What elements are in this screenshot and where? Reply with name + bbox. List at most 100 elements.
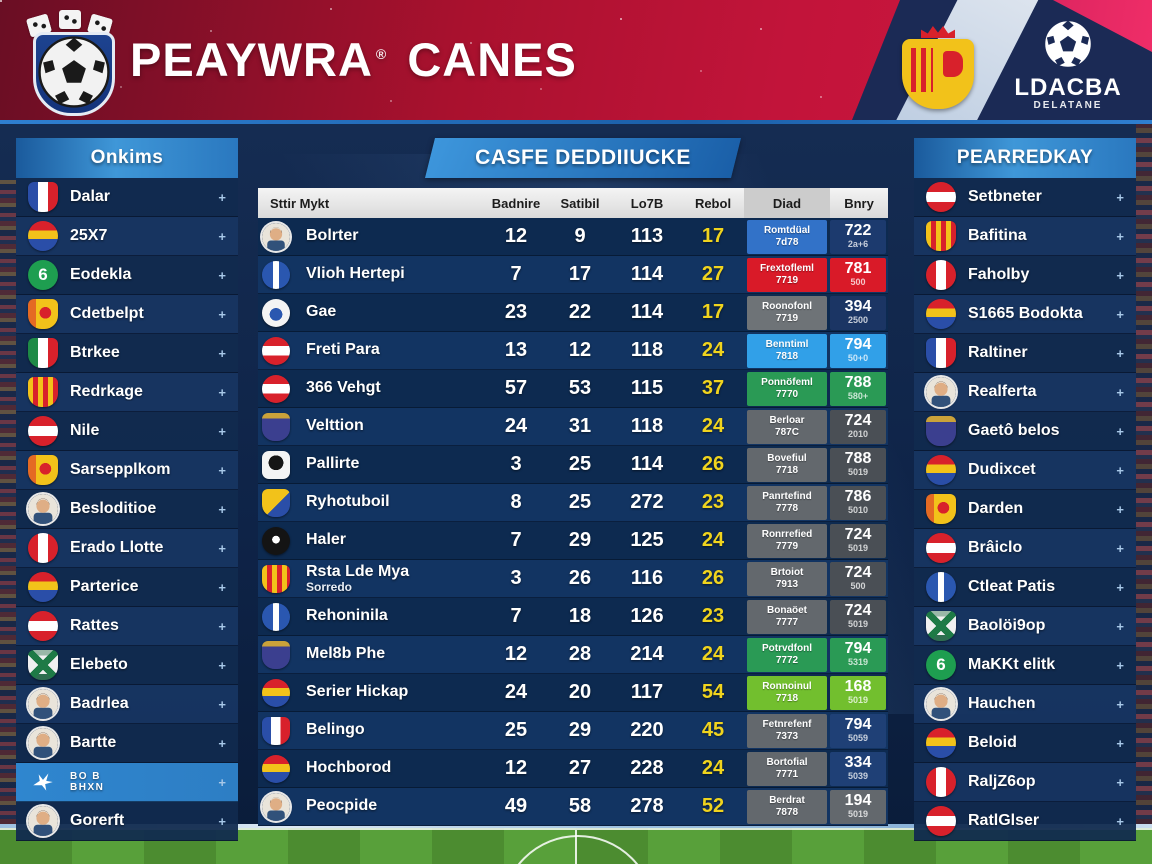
sidebar-item[interactable]: 25X7 +	[16, 217, 238, 256]
sidebar-item-label: 25X7	[70, 227, 108, 244]
sidebar-item[interactable]: BO B BHXN +	[16, 763, 238, 802]
sidebar-item[interactable]: Redrkage +	[16, 373, 238, 412]
expand-icon[interactable]: +	[218, 423, 226, 439]
avatar-icon	[28, 728, 58, 758]
table-row[interactable]: Freti Para 13 12 118 24 Benntiml 7818 794 50+0	[258, 332, 888, 370]
expand-icon[interactable]: +	[1116, 540, 1124, 556]
sidebar-item[interactable]: Nile +	[16, 412, 238, 451]
sidebar-item[interactable]: Brâiclo +	[914, 529, 1136, 568]
expand-icon[interactable]: +	[218, 618, 226, 634]
table-row[interactable]: Belingo 25 29 220 45 Fetnrefenf 7373 794 5059	[258, 712, 888, 750]
table-row[interactable]: Pallirte 3 25 114 26 Bovefiul 7718 788 5019	[258, 446, 888, 484]
status-badge: Bovefiul 7718	[747, 447, 827, 482]
expand-icon[interactable]: +	[218, 228, 226, 244]
circle-at-icon	[262, 336, 290, 365]
expand-icon[interactable]: +	[218, 774, 226, 790]
expand-icon[interactable]: +	[1116, 423, 1124, 439]
expand-icon[interactable]: +	[218, 579, 226, 595]
sidebar-item[interactable]: Ctleat Patis +	[914, 568, 1136, 607]
sidebar-item[interactable]: Elebeto +	[16, 646, 238, 685]
stat-value: 17	[701, 301, 725, 323]
sidebar-item[interactable]: Erado Llotte +	[16, 529, 238, 568]
table-row[interactable]: Haler 7 29 125 24 Ronrrefied 7779 724 5019	[258, 522, 888, 560]
table-row[interactable]: Rsta Lde Mya Sorredo 3 26 116 26 Brtoiot 7913 72…	[258, 560, 888, 598]
status-badge: Frextofleml 7719	[747, 257, 827, 292]
sidebar-item[interactable]: Parterice +	[16, 568, 238, 607]
table-row[interactable]: Mel8b Phe 12 28 214 24 Potrvdfonl 7772 794 5319	[258, 636, 888, 674]
expand-icon[interactable]: +	[218, 501, 226, 517]
column-header: Badnire	[491, 195, 541, 211]
expand-icon[interactable]: +	[1116, 345, 1124, 361]
sidebar-item[interactable]: Besloditioe +	[16, 490, 238, 529]
expand-icon[interactable]: +	[218, 813, 226, 829]
sidebar-item[interactable]: Sarsepplkom +	[16, 451, 238, 490]
expand-icon[interactable]: +	[1116, 189, 1124, 205]
circle-at-icon	[262, 374, 290, 403]
sidebar-item[interactable]: RatlGlser +	[914, 802, 1136, 841]
expand-icon[interactable]: +	[218, 696, 226, 712]
sidebar-item[interactable]: Realferta +	[914, 373, 1136, 412]
table-row[interactable]: Hochborod 12 27 228 24 Bortofial 7771 334 5039	[258, 750, 888, 788]
sidebar-item[interactable]: Setbneter +	[914, 178, 1136, 217]
table-row[interactable]: Serier Hickap 24 20 117 54 Ronnoinul 7718 168 50…	[258, 674, 888, 712]
table-row[interactable]: 366 Vehgt 57 53 115 37 Ponnöfeml 7770 788 580+	[258, 370, 888, 408]
expand-icon[interactable]: +	[218, 189, 226, 205]
sidebar-item[interactable]: 6 Eodekla +	[16, 256, 238, 295]
sidebar-item-label: Gaetô belos	[968, 422, 1060, 439]
federation-crest-body	[902, 39, 974, 109]
stat-value: 24	[701, 757, 725, 779]
table-row[interactable]: Rehoninila 7 18 126 23 Bonaöet 7777 724 5019	[258, 598, 888, 636]
expand-icon[interactable]: +	[1116, 501, 1124, 517]
expand-icon[interactable]: +	[1116, 696, 1124, 712]
sidebar-item[interactable]: Rattes +	[16, 607, 238, 646]
sidebar-item[interactable]: Gaetô belos +	[914, 412, 1136, 451]
table-row[interactable]: Bolrter 12 9 113 17 Romtdüal 7d78 722 2a+6	[258, 218, 888, 256]
sidebar-item[interactable]: Darden +	[914, 490, 1136, 529]
expand-icon[interactable]: +	[218, 306, 226, 322]
expand-icon[interactable]: +	[218, 384, 226, 400]
sidebar-item[interactable]: Baolöi9op +	[914, 607, 1136, 646]
expand-icon[interactable]: +	[1116, 813, 1124, 829]
expand-icon[interactable]: +	[1116, 735, 1124, 751]
sidebar-item[interactable]: RaljZ6op +	[914, 763, 1136, 802]
expand-icon[interactable]: +	[218, 540, 226, 556]
sidebar-item[interactable]: Bafitina +	[914, 217, 1136, 256]
sidebar-item[interactable]: S1665 Bodokta +	[914, 295, 1136, 334]
sidebar-item[interactable]: Btrkee +	[16, 334, 238, 373]
expand-icon[interactable]: +	[1116, 657, 1124, 673]
sidebar-item[interactable]: Faholby +	[914, 256, 1136, 295]
table-row[interactable]: Velttion 24 31 118 24 Berloar 787C 724 2010	[258, 408, 888, 446]
sidebar-item[interactable]: Bartte +	[16, 724, 238, 763]
expand-icon[interactable]: +	[1116, 774, 1124, 790]
expand-icon[interactable]: +	[218, 345, 226, 361]
expand-icon[interactable]: +	[1116, 228, 1124, 244]
sidebar-item[interactable]: Dalar +	[16, 178, 238, 217]
sidebar-item[interactable]: Hauchen +	[914, 685, 1136, 724]
sidebar-item[interactable]: 6 MaKKt elitk +	[914, 646, 1136, 685]
sidebar-item[interactable]: Beloid +	[914, 724, 1136, 763]
table-row[interactable]: Gae 23 22 114 17 Roonofonl 7719 394 2500	[258, 294, 888, 332]
league-logo-subtext: DELATANE	[1033, 100, 1103, 112]
league-logo-text: LDACBA	[1014, 74, 1122, 101]
table-row[interactable]: Vlioh Hertepi 7 17 114 27 Frextofleml 7719 781 5…	[258, 256, 888, 294]
expand-icon[interactable]: +	[218, 267, 226, 283]
crest-yellow-icon	[28, 455, 58, 485]
expand-icon[interactable]: +	[1116, 267, 1124, 283]
expand-icon[interactable]: +	[1116, 384, 1124, 400]
expand-icon[interactable]: +	[1116, 306, 1124, 322]
table-row[interactable]: Ryhotuboil 8 25 272 23 Panrtefind 7778 786 5010	[258, 484, 888, 522]
stat-value: 220	[630, 719, 664, 741]
expand-icon[interactable]: +	[218, 462, 226, 478]
expand-icon[interactable]: +	[1116, 618, 1124, 634]
expand-icon[interactable]: +	[218, 735, 226, 751]
shield-x-green-icon	[28, 650, 58, 680]
sidebar-item[interactable]: Cdetbelpt +	[16, 295, 238, 334]
sidebar-item[interactable]: Gorerft +	[16, 802, 238, 841]
sidebar-item[interactable]: Dudixcet +	[914, 451, 1136, 490]
sidebar-item[interactable]: Raltiner +	[914, 334, 1136, 373]
expand-icon[interactable]: +	[218, 657, 226, 673]
expand-icon[interactable]: +	[1116, 462, 1124, 478]
sidebar-item[interactable]: Badrlea +	[16, 685, 238, 724]
expand-icon[interactable]: +	[1116, 579, 1124, 595]
table-row[interactable]: Peocpide 49 58 278 52 Berdrat 7878 194 5019	[258, 788, 888, 826]
